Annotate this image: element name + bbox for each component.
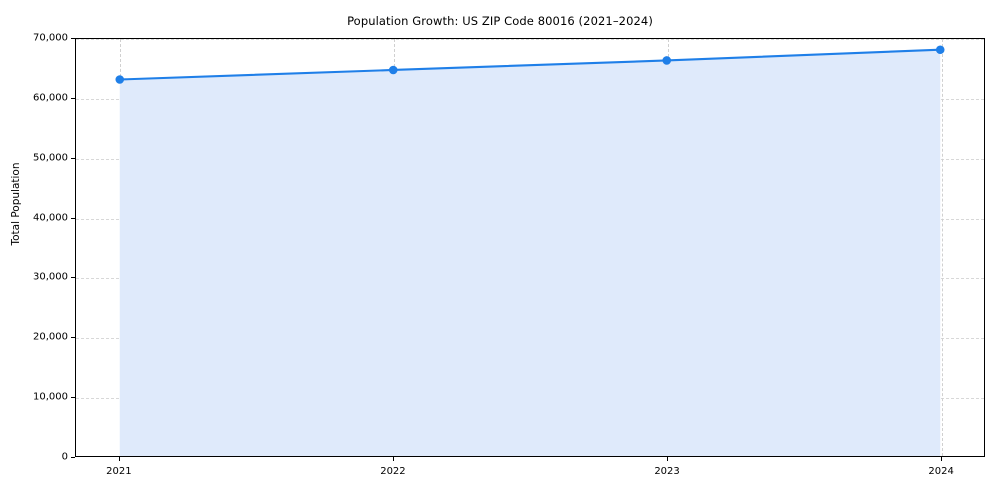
y-tick-mark: [71, 217, 75, 219]
y-tick-mark: [71, 457, 75, 458]
y-tick-label: 70,000: [33, 32, 68, 44]
chart-title: Population Growth: US ZIP Code 80016 (20…: [347, 14, 653, 28]
data-point-marker: [115, 75, 125, 84]
data-point-marker: [388, 65, 398, 75]
x-tick-label: 2021: [106, 466, 132, 477]
y-tick-mark: [71, 397, 75, 399]
y-tick-label: 60,000: [33, 92, 68, 104]
y-tick-mark: [71, 277, 75, 279]
x-tick-mark: [667, 457, 669, 461]
area-fill: [119, 49, 941, 456]
plot-area: [75, 38, 985, 457]
x-tick-label: 2023: [654, 466, 680, 477]
y-tick-mark: [71, 337, 75, 339]
y-tick-mark: [71, 157, 75, 159]
data-point-marker: [935, 45, 945, 55]
x-tick-mark: [941, 457, 943, 461]
gridline-vertical: [942, 39, 944, 456]
gridline-horizontal: [76, 39, 984, 40]
y-tick-label: 50,000: [33, 152, 68, 164]
data-line-and-markers: [115, 45, 945, 84]
y-axis-label: Total Population: [10, 162, 22, 246]
y-tick-label: 0: [61, 451, 68, 463]
y-tick-label: 10,000: [33, 391, 68, 403]
x-tick-label: 2022: [380, 466, 406, 477]
x-tick-mark: [392, 457, 394, 461]
y-tick-mark: [71, 97, 75, 99]
y-tick-label: 20,000: [33, 331, 68, 343]
y-tick-label: 30,000: [33, 271, 68, 283]
x-tick-label: 2024: [928, 466, 954, 477]
data-point-marker: [662, 56, 672, 65]
y-tick-label: 40,000: [33, 212, 68, 224]
x-tick-mark: [118, 457, 120, 461]
y-tick-mark: [71, 38, 75, 39]
